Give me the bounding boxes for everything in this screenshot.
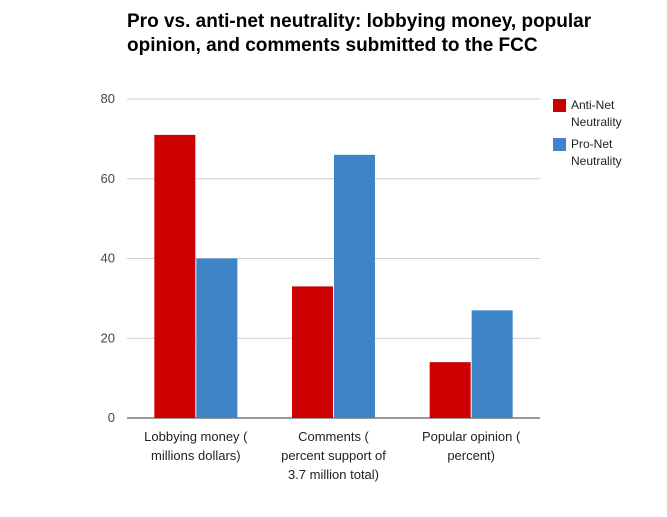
x-axis-categories: Lobbying money ( millions dollars) Comment… — [144, 429, 521, 482]
y-tick-label: 40 — [101, 251, 115, 266]
y-tick-label: 20 — [101, 330, 115, 345]
x-category-label: millions dollars) — [151, 448, 241, 463]
y-tick-label: 0 — [108, 410, 115, 425]
x-category-label: percent) — [447, 448, 495, 463]
x-category-label: 3.7 million total) — [288, 467, 379, 482]
legend-label-1: Neutrality — [571, 115, 622, 129]
bar-series-1-cat-2 — [292, 286, 333, 418]
legend-swatch-2 — [553, 138, 566, 151]
x-category-label: Popular opinion ( — [422, 429, 521, 444]
x-category-label: Comments ( — [298, 429, 369, 444]
legend-label-2: Pro-Net — [571, 137, 613, 151]
bar-series-2-cat-3 — [471, 310, 513, 418]
bar-series-1-cat-3 — [429, 362, 471, 418]
legend-swatch-1 — [553, 99, 566, 112]
gridlines — [127, 98, 540, 419]
bar-series-2-cat-1 — [196, 258, 238, 418]
chart-title: Pro vs. anti-net neutrality: lobbying mo… — [127, 11, 592, 56]
y-axis-ticks: 0 20 40 60 80 — [101, 91, 115, 425]
bar-series-1-cat-1 — [154, 134, 196, 418]
x-category-label: percent support of — [281, 448, 386, 463]
y-tick-label: 80 — [101, 91, 115, 106]
y-tick-label: 60 — [101, 171, 115, 186]
legend-label-1: Anti-Net — [571, 98, 615, 112]
legend-label-2: Neutrality — [571, 154, 622, 168]
bars — [154, 134, 513, 418]
legend: Anti-Net Neutrality Pro-Net Neutrality — [553, 98, 622, 168]
x-category-label: Lobbying money ( — [144, 429, 248, 444]
bar-series-2-cat-2 — [334, 154, 375, 418]
